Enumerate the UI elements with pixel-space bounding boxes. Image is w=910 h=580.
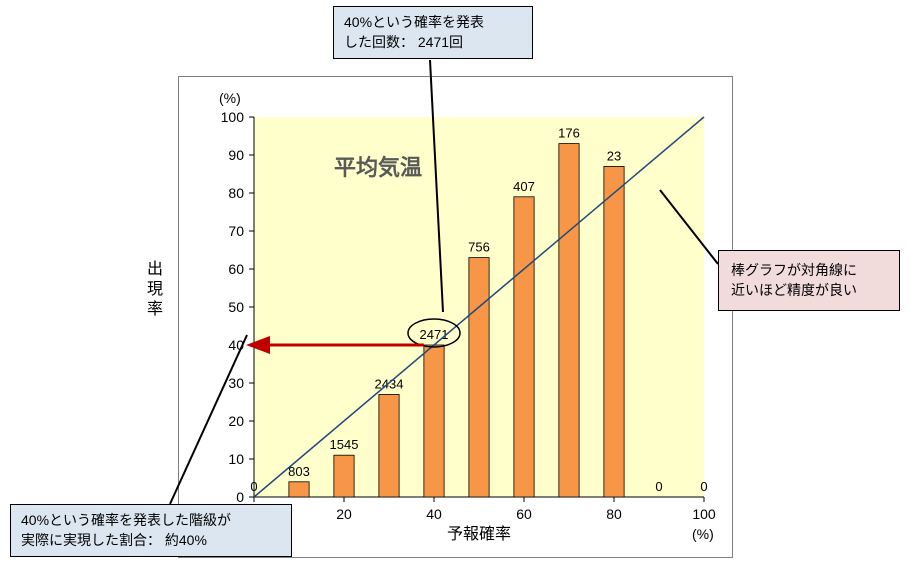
svg-text:予報確率: 予報確率	[447, 525, 511, 543]
svg-text:(%): (%)	[692, 526, 714, 542]
svg-text:平均気温: 平均気温	[334, 155, 422, 180]
svg-text:0: 0	[700, 479, 707, 494]
svg-text:0: 0	[655, 479, 662, 494]
svg-text:70: 70	[228, 223, 244, 239]
svg-text:2471: 2471	[420, 327, 449, 342]
svg-text:20: 20	[228, 413, 244, 429]
svg-text:60: 60	[516, 506, 532, 522]
svg-text:40: 40	[426, 506, 442, 522]
svg-text:23: 23	[607, 148, 621, 163]
svg-text:100: 100	[692, 506, 716, 522]
svg-text:90: 90	[228, 147, 244, 163]
callout-right: 棒グラフが対角線に 近いほど精度が良い	[718, 250, 900, 311]
callout-top: 40%という確率を発表 した回数： 2471回	[333, 6, 533, 59]
svg-text:80: 80	[228, 185, 244, 201]
chart-svg: 0 10 20 30 40 50 60 70 80 90 100 0 20 40 60 80 100 (%) (%)…	[179, 77, 734, 559]
svg-text:0: 0	[250, 479, 257, 494]
chart-frame: 0 10 20 30 40 50 60 70 80 90 100 0 20 40 60 80 100 (%) (%)…	[178, 76, 733, 558]
svg-text:0: 0	[236, 489, 244, 505]
svg-text:60: 60	[228, 261, 244, 277]
svg-text:1545: 1545	[330, 437, 359, 452]
svg-text:100: 100	[221, 109, 245, 125]
svg-text:20: 20	[336, 506, 352, 522]
svg-text:80: 80	[606, 506, 622, 522]
svg-text:176: 176	[558, 126, 580, 141]
y-axis-label: 出現率	[140, 260, 164, 320]
svg-text:756: 756	[468, 240, 490, 255]
svg-text:40: 40	[228, 337, 244, 353]
callout-bottom: 40%という確率を発表した階級が 実際に実現した割合： 約40%	[10, 504, 292, 557]
svg-text:10: 10	[228, 451, 244, 467]
svg-text:407: 407	[513, 179, 535, 194]
svg-text:(%): (%)	[219, 90, 241, 106]
svg-text:30: 30	[228, 375, 244, 391]
svg-text:50: 50	[228, 299, 244, 315]
